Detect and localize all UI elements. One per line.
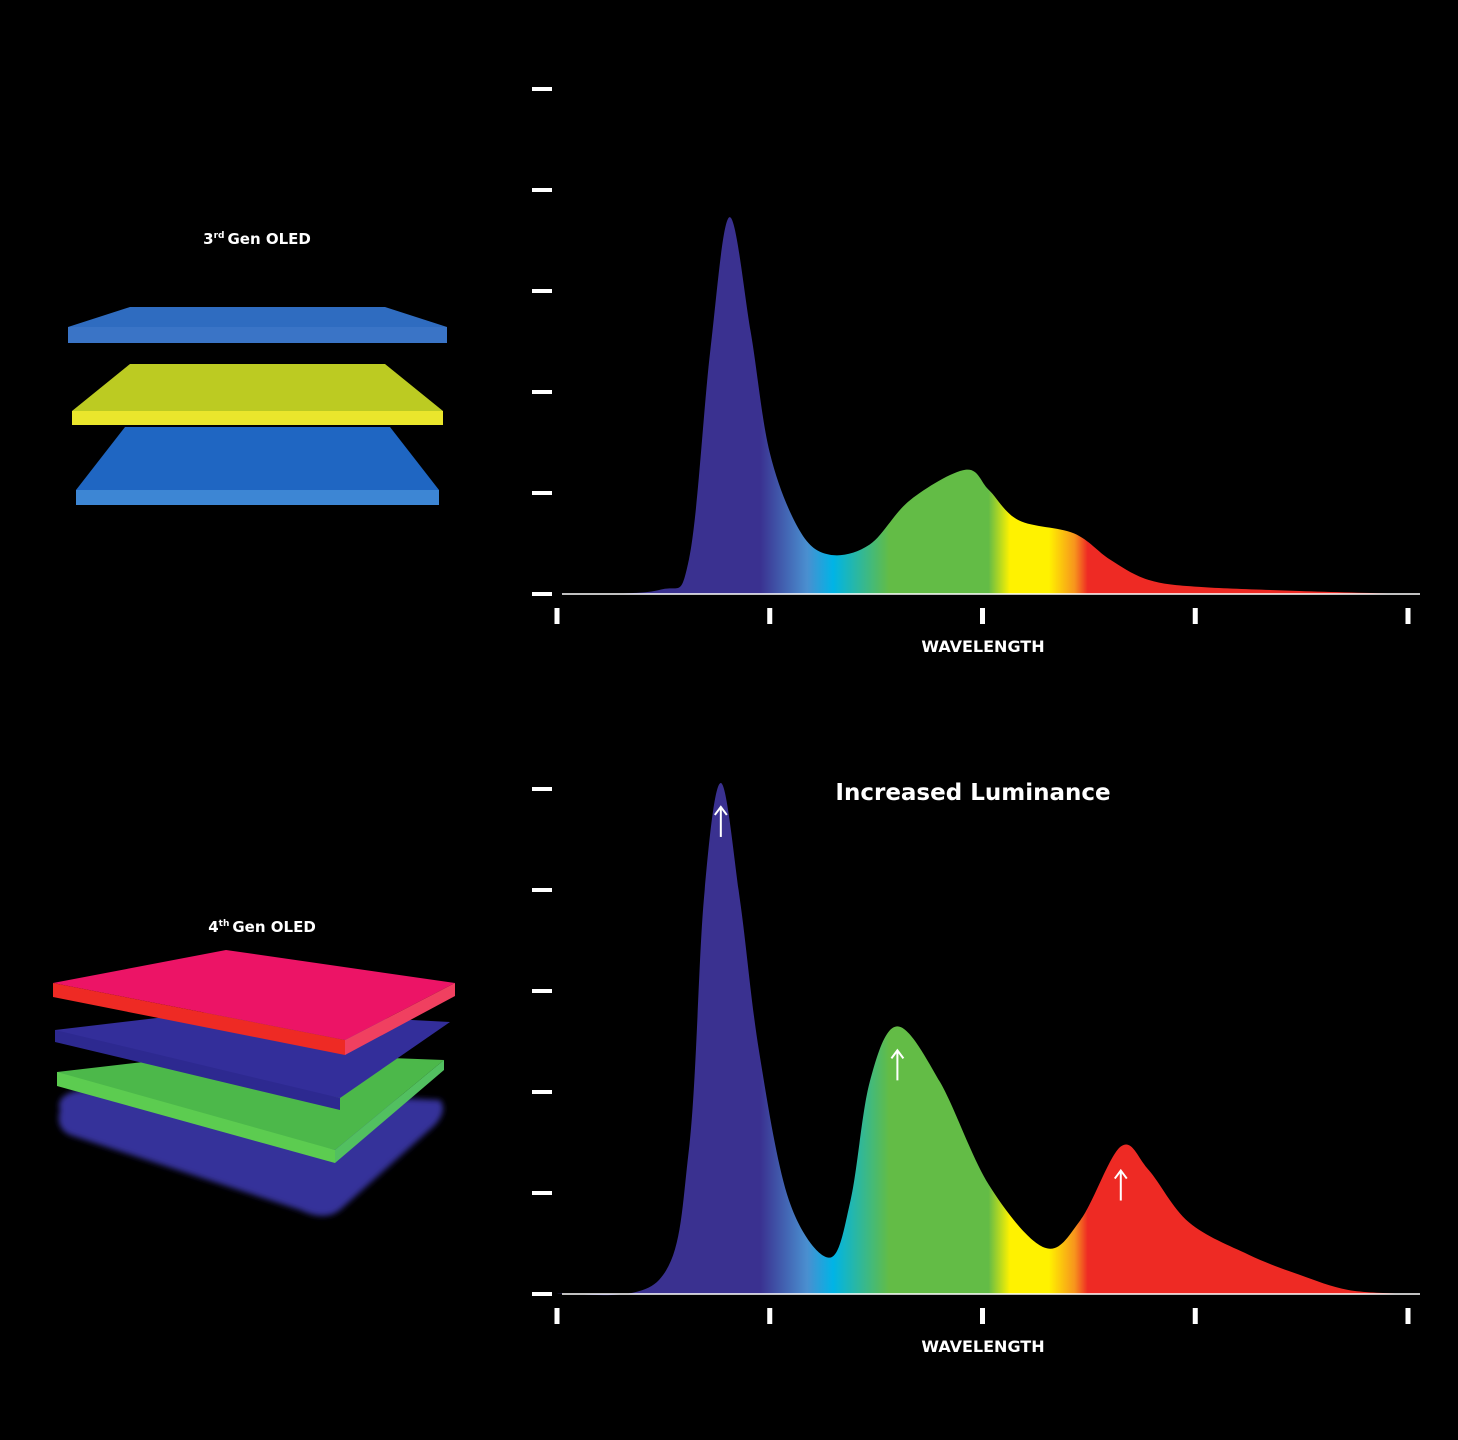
up-arrow-icon <box>714 805 728 837</box>
y-tick <box>532 1090 552 1094</box>
y-tick <box>532 491 552 495</box>
y-tick <box>532 390 552 394</box>
third-gen-oled-illustration: 3rd Gen OLED <box>68 230 447 505</box>
y-tick <box>532 888 552 892</box>
fourth-gen-label: 4th Gen OLED <box>208 918 316 936</box>
blue-layer-bottom <box>76 427 439 505</box>
up-arrow-icon <box>1113 1168 1128 1201</box>
increased-luminance-annotation: Increased Luminance <box>835 780 1110 806</box>
x-tick <box>1192 608 1198 624</box>
x-tick <box>767 608 773 624</box>
y-tick <box>532 787 552 791</box>
x-tick <box>980 1308 985 1324</box>
spectrum-area <box>557 217 1408 594</box>
spectrum-area <box>557 782 1408 1296</box>
y-tick <box>532 1292 552 1296</box>
x-tick <box>1405 1308 1411 1324</box>
third-gen-label: 3rd Gen OLED <box>203 230 311 248</box>
xlabel-bottom: WAVELENGTH <box>921 1337 1044 1356</box>
x-tick <box>1192 1308 1198 1324</box>
x-tick <box>554 1308 560 1324</box>
fourth-gen-spectrum-chart <box>532 782 1420 1324</box>
y-tick <box>532 188 552 192</box>
up-arrow-icon <box>890 1048 905 1081</box>
y-tick <box>532 989 552 993</box>
fourth-gen-oled-illustration: 4th Gen OLED <box>53 918 455 1216</box>
y-tick <box>532 592 552 596</box>
y-tick <box>532 1191 552 1195</box>
y-tick <box>532 289 552 293</box>
xlabel-top: WAVELENGTH <box>921 637 1044 656</box>
x-tick <box>554 608 560 624</box>
third-gen-spectrum-chart <box>532 87 1420 624</box>
red-layer <box>53 950 455 1055</box>
x-tick <box>980 608 985 624</box>
x-tick <box>1405 608 1411 624</box>
blue-layer-top <box>68 307 447 343</box>
yellow-layer <box>72 364 443 425</box>
y-tick <box>532 87 552 91</box>
x-tick <box>767 1308 773 1324</box>
